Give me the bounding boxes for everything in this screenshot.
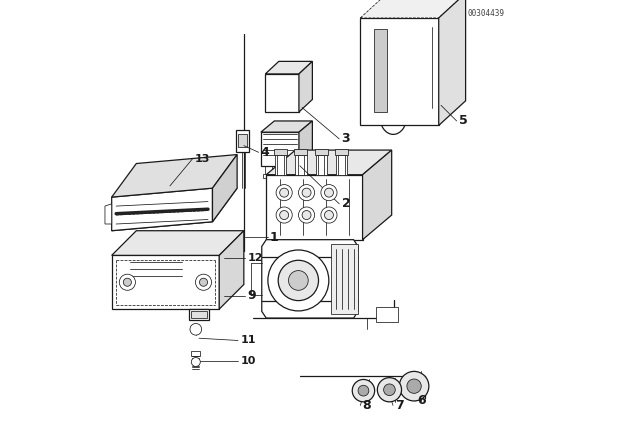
Polygon shape — [275, 149, 287, 155]
Polygon shape — [331, 244, 358, 314]
Circle shape — [352, 379, 374, 402]
Text: 10: 10 — [240, 356, 255, 366]
Polygon shape — [212, 155, 237, 222]
Text: 00304439: 00304439 — [467, 9, 504, 18]
Polygon shape — [360, 0, 466, 18]
Polygon shape — [294, 149, 307, 155]
Polygon shape — [236, 130, 249, 152]
Polygon shape — [112, 188, 237, 231]
Polygon shape — [439, 0, 466, 125]
Polygon shape — [289, 174, 295, 178]
Polygon shape — [112, 155, 237, 197]
Polygon shape — [374, 29, 387, 112]
Circle shape — [324, 211, 333, 220]
Circle shape — [302, 188, 311, 197]
Polygon shape — [262, 240, 358, 318]
Polygon shape — [202, 231, 210, 242]
Text: 8: 8 — [362, 399, 371, 412]
Polygon shape — [266, 150, 392, 175]
Circle shape — [289, 271, 308, 290]
Text: 3: 3 — [342, 132, 350, 146]
Circle shape — [358, 385, 369, 396]
Circle shape — [119, 274, 136, 290]
Circle shape — [124, 278, 131, 286]
Polygon shape — [220, 231, 244, 309]
Circle shape — [190, 323, 202, 335]
Text: 12: 12 — [248, 253, 263, 263]
Polygon shape — [376, 307, 398, 322]
Circle shape — [298, 185, 315, 201]
Polygon shape — [275, 155, 287, 175]
Circle shape — [280, 211, 289, 220]
Polygon shape — [283, 174, 288, 178]
Text: 5: 5 — [459, 114, 468, 128]
Text: 7: 7 — [396, 399, 404, 412]
Circle shape — [200, 278, 207, 286]
Circle shape — [324, 188, 333, 197]
Polygon shape — [191, 311, 207, 318]
Polygon shape — [276, 174, 282, 178]
Circle shape — [276, 207, 292, 223]
Polygon shape — [362, 150, 392, 240]
Polygon shape — [315, 149, 328, 155]
Circle shape — [195, 274, 212, 290]
Polygon shape — [299, 121, 312, 166]
Polygon shape — [266, 61, 312, 74]
Polygon shape — [266, 175, 362, 240]
Polygon shape — [261, 121, 312, 132]
Circle shape — [278, 260, 319, 301]
Circle shape — [407, 379, 421, 393]
Polygon shape — [269, 174, 275, 178]
Text: 2: 2 — [342, 197, 350, 211]
Polygon shape — [112, 231, 244, 255]
Text: 1: 1 — [270, 231, 278, 244]
Polygon shape — [105, 204, 112, 224]
Polygon shape — [316, 155, 327, 175]
Circle shape — [280, 188, 289, 197]
Polygon shape — [360, 18, 439, 125]
Polygon shape — [266, 74, 299, 112]
Circle shape — [298, 207, 315, 223]
Text: 9: 9 — [248, 289, 256, 302]
Text: 4: 4 — [261, 146, 269, 159]
Polygon shape — [336, 155, 347, 175]
Circle shape — [191, 358, 200, 366]
Circle shape — [268, 250, 329, 311]
Circle shape — [378, 378, 401, 402]
Polygon shape — [175, 231, 184, 242]
Polygon shape — [191, 351, 200, 356]
Polygon shape — [296, 155, 307, 175]
Polygon shape — [261, 132, 299, 166]
Circle shape — [321, 185, 337, 201]
Polygon shape — [239, 134, 246, 147]
Polygon shape — [262, 174, 268, 178]
Polygon shape — [299, 61, 312, 112]
Text: 13: 13 — [195, 154, 210, 164]
Circle shape — [383, 384, 396, 396]
Circle shape — [276, 185, 292, 201]
Circle shape — [399, 371, 429, 401]
Text: 6: 6 — [418, 394, 426, 408]
Polygon shape — [335, 149, 348, 155]
Polygon shape — [112, 188, 212, 231]
Text: 11: 11 — [240, 336, 256, 345]
Circle shape — [302, 211, 311, 220]
Polygon shape — [189, 309, 209, 320]
Polygon shape — [112, 255, 220, 309]
Circle shape — [321, 207, 337, 223]
Polygon shape — [139, 231, 148, 242]
